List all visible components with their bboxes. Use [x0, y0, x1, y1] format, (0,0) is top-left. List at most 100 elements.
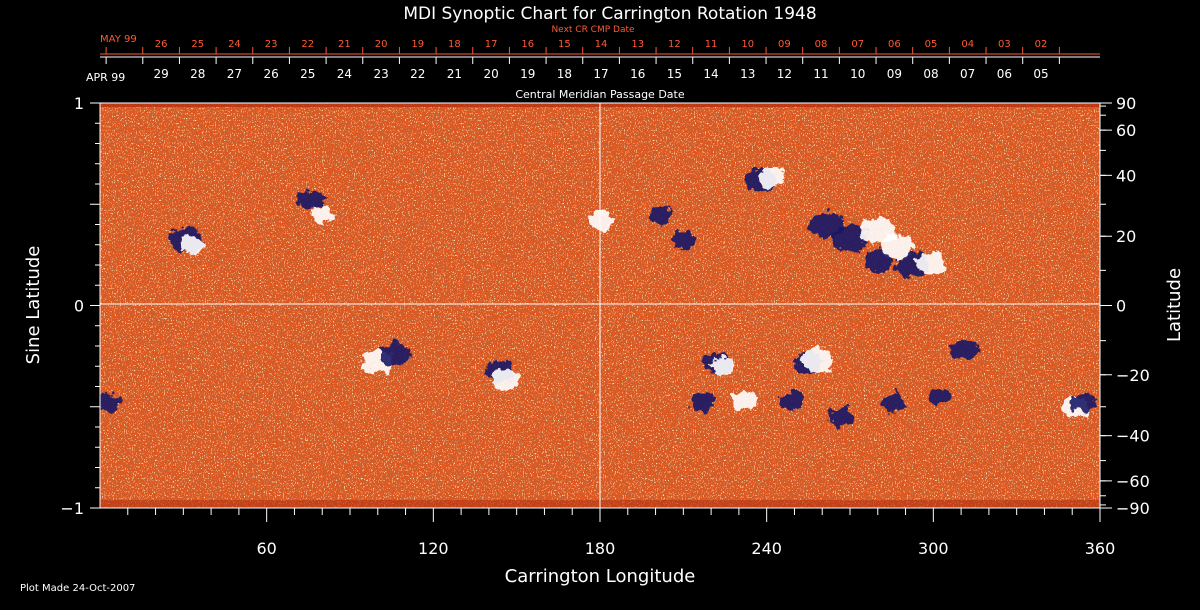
current-cr-date-label: 29 — [153, 67, 168, 81]
current-cr-date-label: 24 — [337, 67, 352, 81]
lat-tick-label: −40 — [1116, 427, 1150, 446]
lat-tick-label: 40 — [1116, 166, 1136, 185]
chart-title: MDI Synoptic Chart for Carrington Rotati… — [403, 4, 816, 24]
next-cr-date-label: 23 — [265, 39, 278, 50]
next-cr-date-label: 26 — [155, 39, 168, 50]
region-negative — [829, 407, 854, 426]
current-cr-date-label: 05 — [1033, 67, 1048, 81]
y-axis-right-label: Latitude — [1164, 268, 1185, 342]
next-cr-date-label: 14 — [595, 39, 608, 50]
current-cr-date-label: 11 — [813, 67, 828, 81]
region-negative — [671, 231, 696, 250]
region-positive — [801, 348, 833, 372]
lat-tick-label: 90 — [1116, 94, 1136, 113]
next-cr-date-label: 13 — [631, 39, 644, 50]
x-tick-label: 300 — [918, 539, 949, 558]
next-cr-date-label: 03 — [998, 39, 1011, 50]
y-tick-label-left: 0 — [74, 297, 84, 316]
next-cr-date-label: 20 — [375, 39, 388, 50]
current-cr-date-label: 08 — [923, 67, 938, 81]
region-negative — [1071, 393, 1096, 412]
current-cr-date-label: 07 — [960, 67, 975, 81]
y-tick-label-left: −1 — [60, 499, 84, 518]
next-cr-date-label: 18 — [448, 39, 461, 50]
x-tick-label: 120 — [418, 539, 449, 558]
region-positive — [310, 205, 335, 224]
next-cr-date-label: 07 — [851, 39, 864, 50]
next-cr-date-label: 09 — [778, 39, 791, 50]
current-cr-start-label: APR 99 — [86, 71, 125, 84]
lat-tick-label: 60 — [1116, 121, 1136, 140]
region-positive — [179, 235, 204, 254]
region-positive — [880, 234, 915, 260]
current-cr-date-label: 15 — [667, 67, 682, 81]
region-negative — [926, 387, 951, 406]
region-positive — [759, 168, 786, 188]
current-cr-date-label: 20 — [483, 67, 498, 81]
next-cr-date-label: 04 — [961, 39, 974, 50]
next-cr-date-label: 24 — [228, 39, 241, 50]
current-cr-date-label: 27 — [227, 67, 242, 81]
region-negative — [882, 393, 907, 412]
current-cr-date-label: 19 — [520, 67, 535, 81]
current-cr-date-label: 21 — [447, 67, 462, 81]
lat-tick-label: 0 — [1116, 297, 1126, 316]
next-cr-start-label: MAY 99 — [100, 34, 137, 45]
next-cr-date-label: 05 — [925, 39, 938, 50]
region-negative — [950, 340, 978, 360]
y-tick-label-left: 1 — [74, 94, 84, 113]
next-cr-date-label: 15 — [558, 39, 571, 50]
next-cr-date-label: 02 — [1035, 39, 1048, 50]
next-cr-date-label: 19 — [411, 39, 424, 50]
current-cr-date-label: 16 — [630, 67, 645, 81]
region-negative — [297, 190, 325, 211]
region-negative — [378, 342, 411, 366]
next-cr-date-label: 25 — [191, 39, 204, 50]
next-cr-date-label: 22 — [301, 39, 314, 50]
x-axis: 60 120 180 240 300 360 — [127, 508, 1116, 558]
next-cr-date-label: 11 — [705, 39, 718, 50]
next-cr-date-label: 06 — [888, 39, 901, 50]
current-cr-date-label: 18 — [557, 67, 572, 81]
current-cr-date-label: 22 — [410, 67, 425, 81]
plot-area — [99, 102, 1101, 509]
lat-tick-label: −20 — [1116, 366, 1150, 385]
region-negative — [832, 225, 868, 253]
current-cr-date-label: 23 — [373, 67, 388, 81]
current-cr-date-label: 28 — [190, 67, 205, 81]
next-cr-date-label: 21 — [338, 39, 351, 50]
next-cr-date-label: 16 — [521, 39, 534, 50]
y-axis-left: 1 0 −1 — [60, 94, 100, 518]
current-cr-date-label: 13 — [740, 67, 755, 81]
region-positive — [916, 252, 945, 274]
x-axis-label: Carrington Longitude — [505, 566, 696, 587]
current-cr-date-label: 12 — [777, 67, 792, 81]
x-tick-label: 180 — [585, 539, 616, 558]
y-axis-left-label: Sine Latitude — [23, 246, 44, 365]
current-cr-date-label: 14 — [703, 67, 718, 81]
next-cr-date-label: 08 — [815, 39, 828, 50]
current-cr-date-label: 26 — [263, 67, 278, 81]
x-tick-label: 360 — [1085, 539, 1116, 558]
region-negative — [100, 393, 121, 412]
region-negative — [778, 390, 805, 411]
current-cr-date-label: 06 — [997, 67, 1012, 81]
current-cr-date-label: 17 — [593, 67, 608, 81]
lat-tick-label: −60 — [1116, 472, 1150, 491]
x-tick-label: 60 — [256, 539, 276, 558]
next-cr-axis: 26 25 24 23 22 21 20 19 18 17 16 15 14 13 12 11 10 09 08 07… — [100, 39, 1100, 55]
y-axis-right: 90 60 40 20 0 −20 −40 −60 −90 — [1100, 94, 1150, 518]
region-negative — [690, 393, 715, 412]
next-cr-date-label: 17 — [485, 39, 498, 50]
next-cr-date-label: 12 — [668, 39, 681, 50]
plot-made-footer: Plot Made 24-Oct-2007 — [20, 583, 135, 594]
region-positive — [491, 367, 520, 390]
cmp-axis-label: Central Meridian Passage Date — [515, 88, 684, 101]
region-negative — [863, 250, 893, 272]
region-positive — [732, 391, 757, 410]
next-cr-title: Next CR CMP Date — [551, 25, 635, 35]
next-cr-date-label: 10 — [741, 39, 754, 50]
region-positive — [710, 357, 735, 376]
region-negative — [649, 205, 674, 224]
